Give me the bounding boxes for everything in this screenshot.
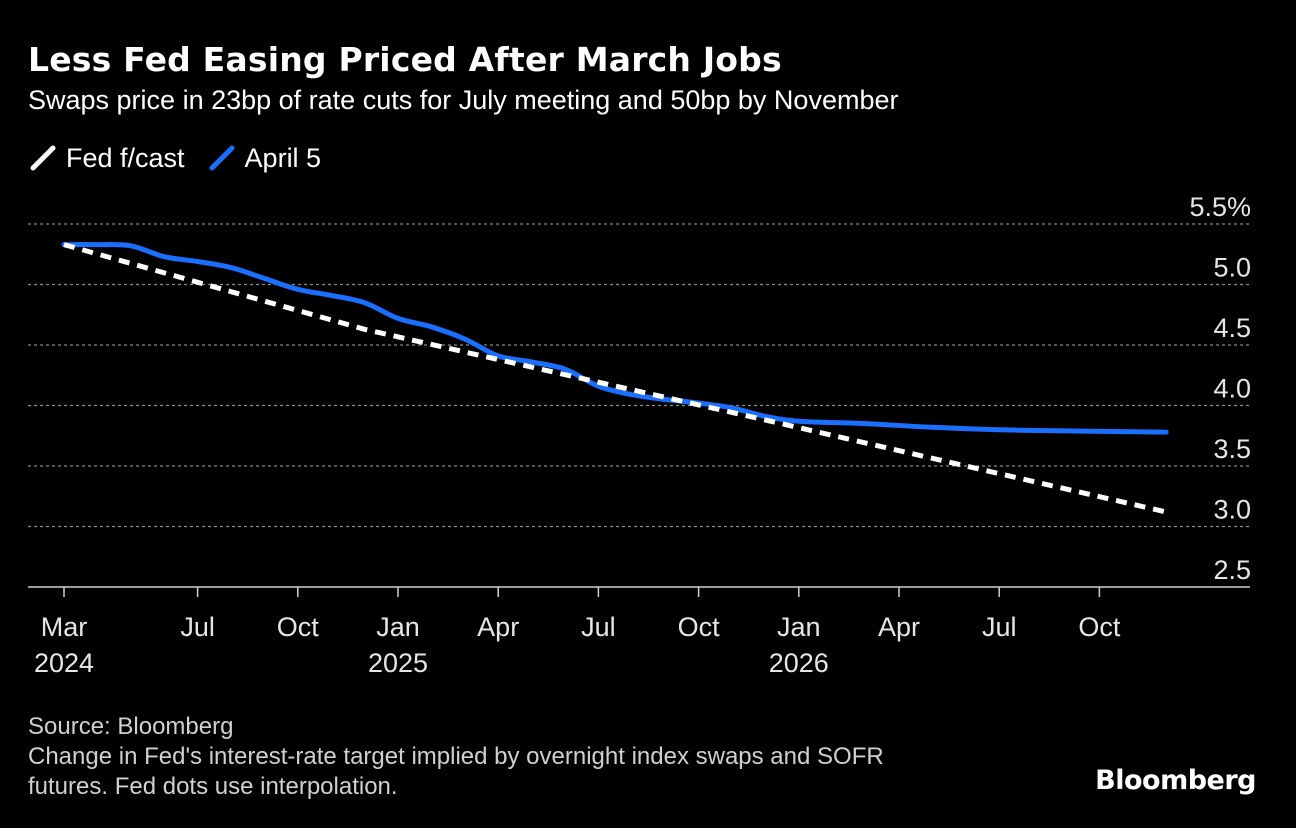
x-tick-label: Oct	[678, 612, 721, 642]
series-line-april-5	[61, 242, 1169, 435]
x-tick-label: Jul	[180, 612, 215, 642]
x-tick-year-label: 2025	[368, 648, 428, 678]
legend-swatch-white-icon	[30, 145, 56, 171]
methodology-note-line-2: futures. Fed dots use interpolation.	[28, 773, 398, 800]
y-tick-label: 3.0	[1213, 495, 1251, 525]
x-tick-label: Jul	[581, 612, 616, 642]
legend-label-fed-forecast: Fed f/cast	[66, 142, 185, 173]
y-axis-labels: 5.5% 5.0 4.5 4.0 3.5 3.0 2.5	[1189, 192, 1251, 585]
y-tick-label: 3.5	[1213, 434, 1251, 464]
series-lines	[61, 242, 1169, 515]
x-axis: Mar 2024 Jul Oct Jan 2025 Apr Jul Oct Jan 2026 Apr J…	[34, 587, 1121, 678]
legend: Fed f/cast April 5	[28, 140, 343, 176]
x-tick-year-label: 2024	[34, 648, 94, 678]
grid-lines	[28, 223, 1250, 528]
x-tick-label: Oct	[1078, 612, 1121, 642]
y-tick-label: 5.5%	[1189, 192, 1251, 222]
x-tick-label: Jul	[982, 612, 1017, 642]
legend-label-april-5: April 5	[244, 142, 322, 173]
x-tick-label: Apr	[477, 612, 519, 642]
y-tick-label: 5.0	[1213, 253, 1251, 283]
source-note: Source: Bloomberg	[28, 713, 234, 740]
methodology-note-line-1: Change in Fed's interest-rate target imp…	[28, 743, 884, 770]
x-tick-label: Oct	[277, 612, 320, 642]
y-tick-label: 4.0	[1213, 374, 1251, 404]
legend-swatch-blue-icon	[209, 145, 235, 171]
x-tick-label: Mar	[41, 612, 88, 642]
chart-title: Less Fed Easing Priced After March Jobs	[28, 40, 782, 79]
y-tick-label: 2.5	[1213, 555, 1251, 585]
x-tick-label: Apr	[878, 612, 920, 642]
x-tick-label: Jan	[777, 612, 821, 642]
line-chart: 5.5% 5.0 4.5 4.0 3.5 3.0 2.5 Mar 2024 Jul Oct Jan 2…	[28, 192, 1251, 678]
x-tick-label: Jan	[376, 612, 420, 642]
series-line-fed-forecast	[63, 242, 1167, 515]
bloomberg-logo: Bloomberg	[1095, 765, 1256, 796]
legend-item-fed-forecast: Fed f/cast	[28, 143, 185, 174]
footer: Source: Bloomberg Change in Fed's intere…	[28, 712, 1078, 802]
chart-subtitle: Swaps price in 23bp of rate cuts for Jul…	[28, 85, 899, 115]
legend-item-april-5: April 5	[207, 142, 322, 174]
y-tick-label: 4.5	[1213, 313, 1251, 343]
x-tick-year-label: 2026	[769, 648, 829, 678]
